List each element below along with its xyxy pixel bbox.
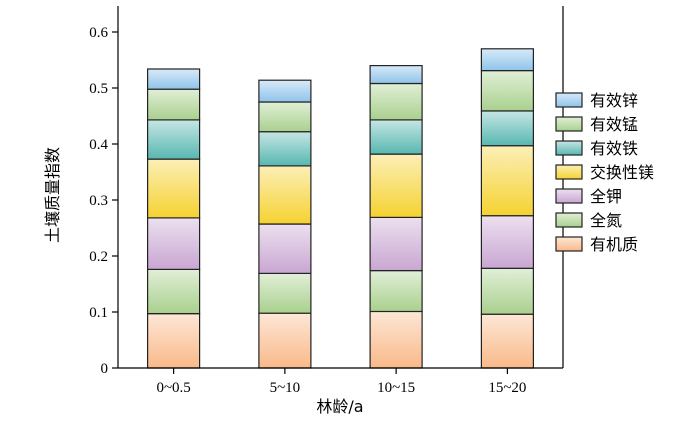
legend-swatch [555,212,583,228]
bars-layer [147,48,534,369]
x-axis-title: 林龄/a [316,397,363,416]
legend-item: 有效铁 [555,139,638,158]
legend-swatch [555,188,583,204]
bar-segment [369,82,423,121]
legend-item: 有机质 [555,235,638,254]
y-tick-label: 0.1 [89,305,108,321]
bar-segment [258,131,312,167]
bar-segment [258,223,312,275]
legend-item: 有效锰 [555,115,638,134]
legend-item: 有效锌 [555,91,638,110]
bar-stack-1 [258,79,312,369]
bar-segment [258,312,312,369]
x-tick-label: 10~15 [377,380,415,396]
bar-segment [369,119,423,155]
x-tick-label: 15~20 [488,380,526,396]
bar-segment [258,272,312,314]
bar-segment [369,310,423,369]
legend-label: 有效锰 [590,115,638,134]
legend-item: 全钾 [555,187,622,206]
bar-segment [480,313,534,369]
legend-swatch [555,92,583,108]
bar-segment [258,79,312,103]
y-tick-label: 0.6 [89,25,108,41]
y-tick-label: 0.5 [89,81,108,97]
bar-segment [480,69,534,112]
legend-label: 有机质 [590,235,638,254]
bar-segment [147,88,201,121]
y-tick-label: 0.4 [89,137,108,153]
bar-segment [147,268,201,315]
legend-item: 全氮 [555,211,622,230]
bar-segment [480,145,534,217]
legend-label: 交换性镁 [590,163,654,182]
x-tick-label: 0~0.5 [156,380,190,396]
bar-segment [480,267,534,315]
axes-layer [117,6,564,369]
y-tick-label: 0.3 [89,193,108,209]
bar-segment [258,165,312,225]
bar-segment [480,215,534,269]
bar-stack-0 [147,68,201,369]
legend-swatch [555,164,583,180]
bar-segment [147,217,201,270]
bar-segment [480,48,534,72]
y-axis-title: 土壤质量指数 [43,147,62,243]
bar-segment [369,216,423,272]
legend-swatch [555,116,583,132]
legend-label: 全氮 [590,211,622,230]
bar-stack-2 [369,64,423,369]
bar-segment [147,313,201,369]
y-tick-label: 0 [101,361,109,377]
ticks-layer: 0 0.1 0.2 0.3 0.4 0.5 0.6 0~0.5 5~10 10~15 15~20 [89,25,526,396]
bar-segment [369,64,423,85]
legend-swatch [555,140,583,156]
bar-segment [258,101,312,133]
bar-segment [147,158,201,219]
legend-swatch [555,236,583,252]
legend-label: 全钾 [590,187,622,206]
bar-segment [147,68,201,90]
x-tick-label: 5~10 [270,380,301,396]
legend-label: 有效锌 [590,91,638,110]
y-tick-label: 0.2 [89,249,108,265]
bar-segment [147,119,201,160]
bar-segment [369,153,423,219]
bar-segment [480,110,534,147]
legend-label: 有效铁 [590,139,638,158]
bar-segment [369,270,423,313]
bar-stack-3 [480,48,534,369]
legend-item: 交换性镁 [555,163,654,182]
